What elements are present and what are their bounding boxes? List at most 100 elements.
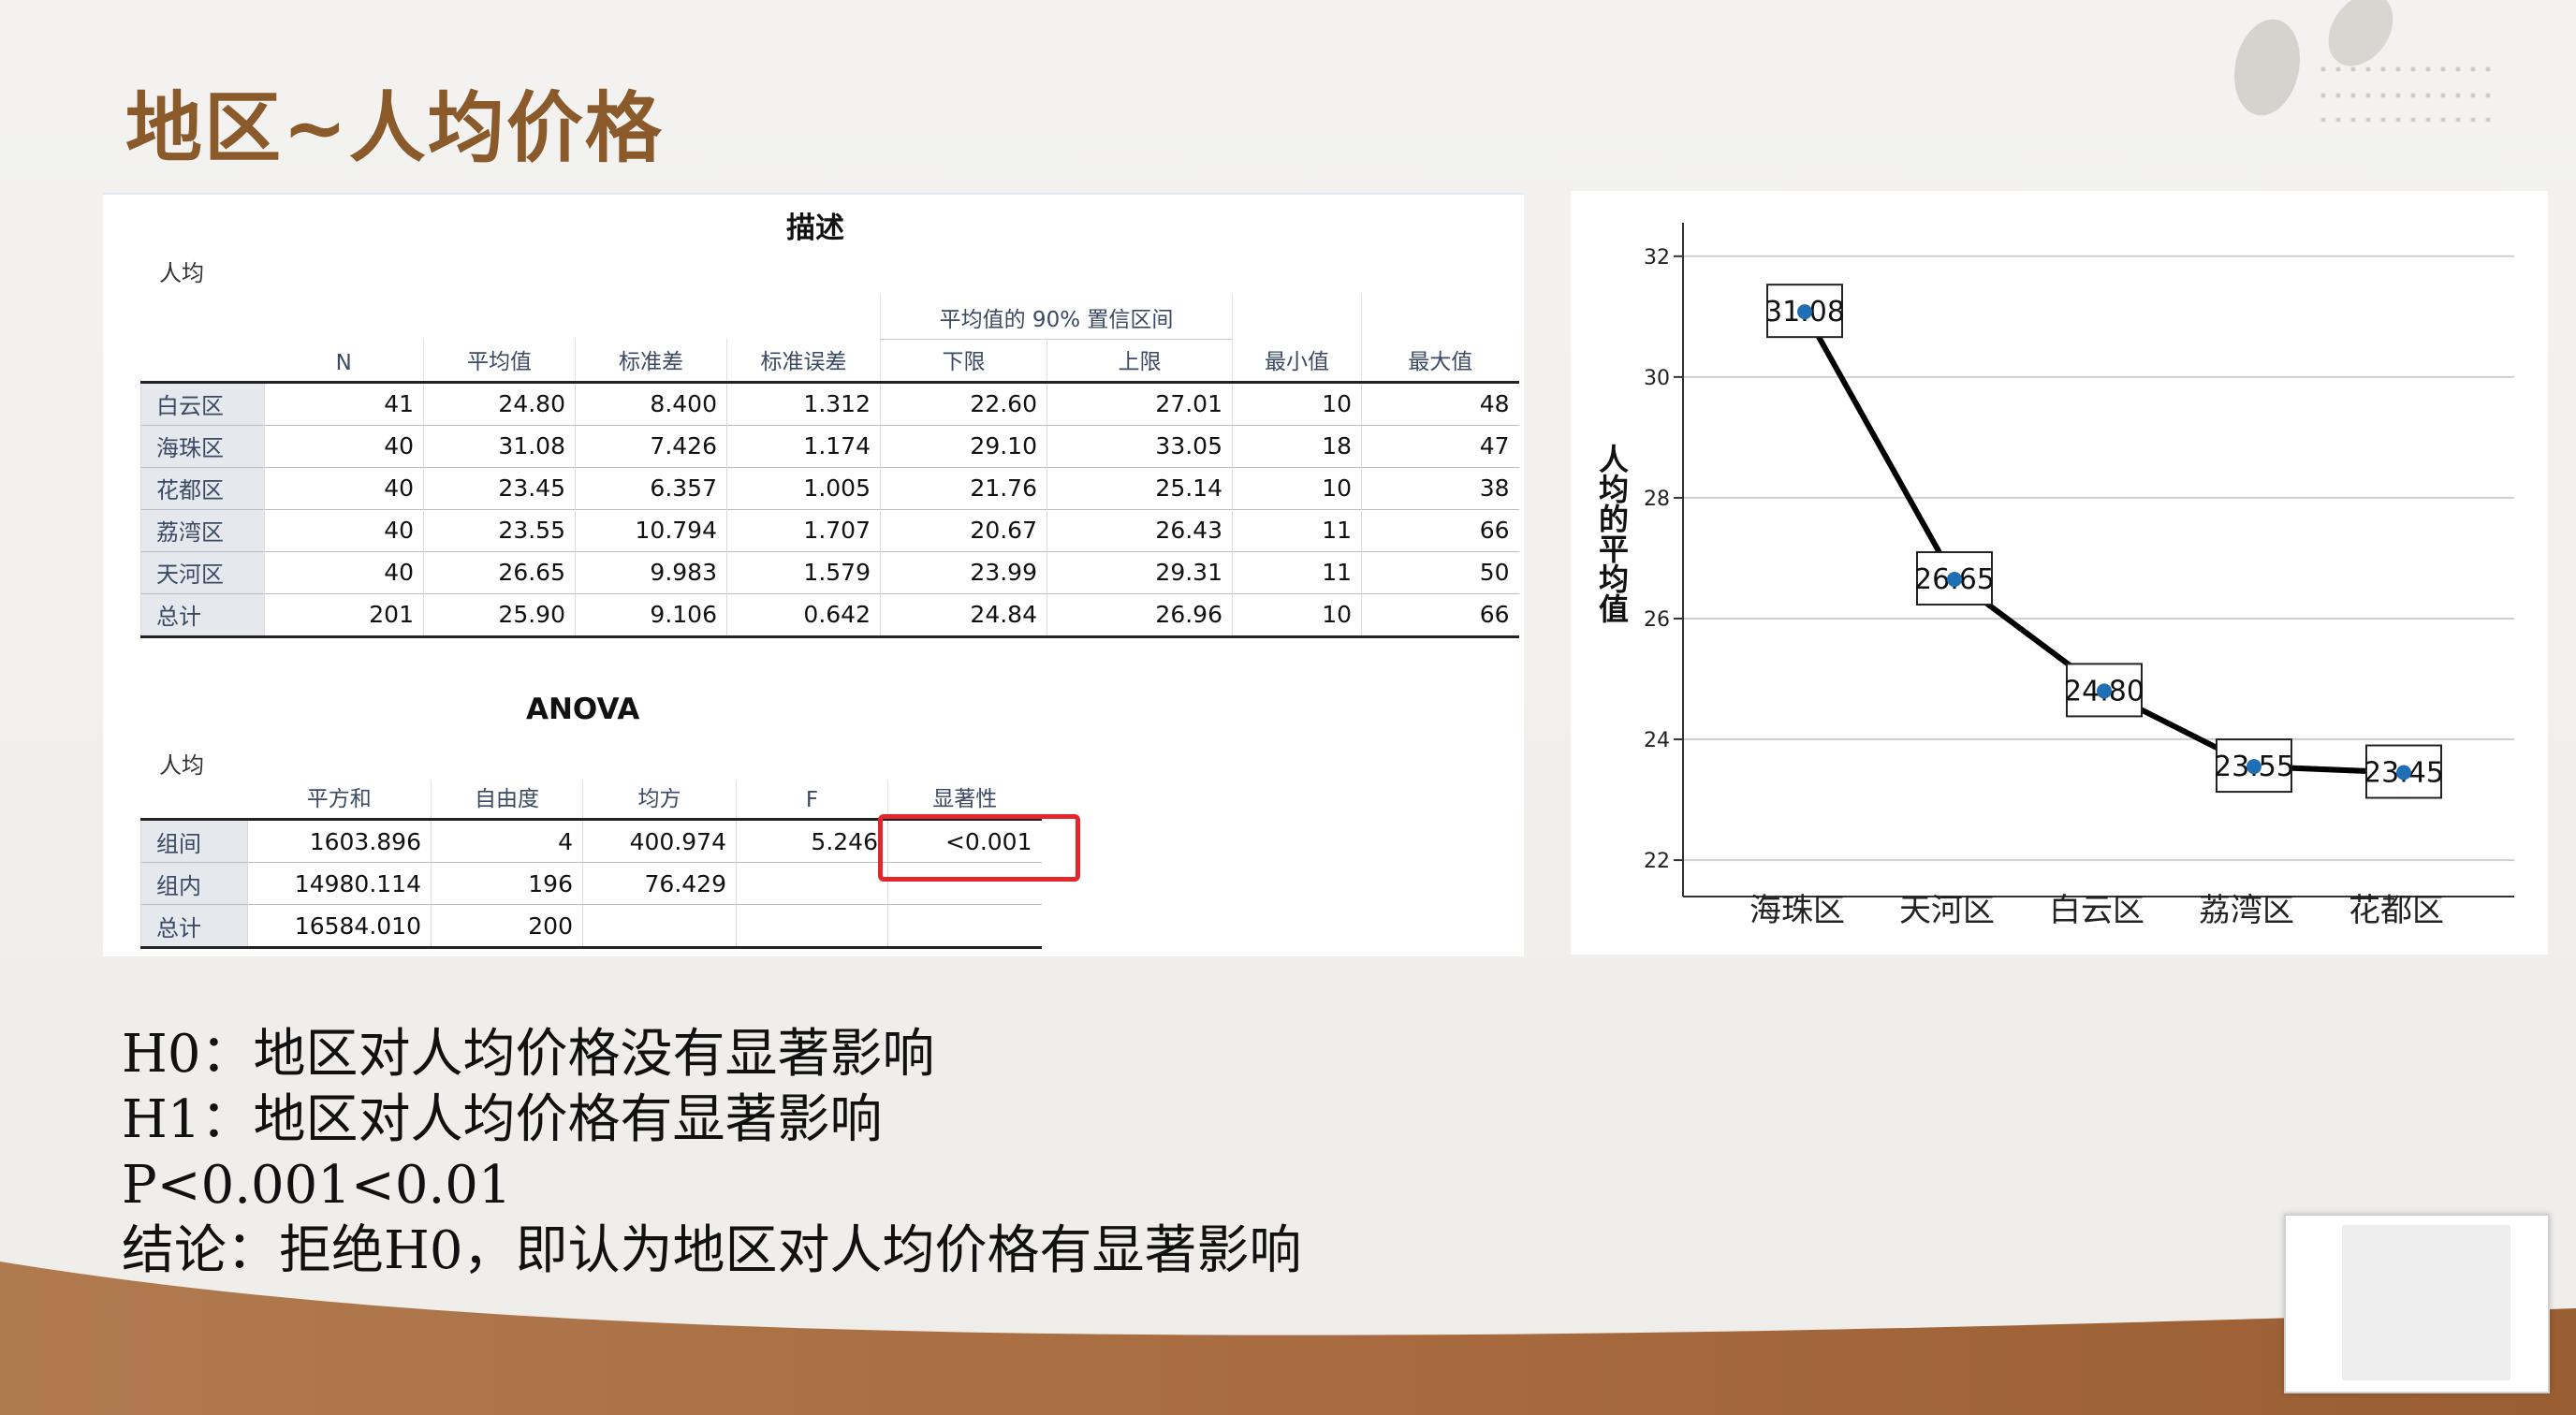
col-header: 平方和	[306, 787, 372, 811]
table-cell: 10	[1232, 592, 1362, 638]
significance-highlight-box	[878, 814, 1080, 882]
y-axis-label: 人均的平均值	[1594, 444, 1630, 623]
table-row: 海珠区 40 31.08 7.426 1.174 29.10 33.05 18 47	[140, 424, 1519, 467]
table-cell: 10	[1232, 380, 1362, 425]
thumbnail-preview	[2342, 1225, 2510, 1380]
table-cell	[887, 904, 1042, 949]
table-cell: 26.65	[423, 550, 576, 593]
table-cell: 26.96	[1046, 592, 1233, 638]
col-header: 标准误差	[726, 339, 881, 382]
data-point	[2247, 759, 2261, 775]
table-cell: 23.45	[423, 466, 576, 509]
table-cell	[887, 862, 1042, 905]
table-cell: 40	[264, 424, 424, 467]
table-row: 花都区 40 23.45 6.357 1.005 21.76 25.14 10 38	[140, 466, 1519, 509]
table-cell	[736, 904, 888, 949]
col-header: 自由度	[431, 780, 583, 820]
table-cell: 14980.114	[247, 862, 432, 905]
y-tick-label: 26	[1644, 608, 1670, 632]
table-cell: 66	[1361, 592, 1519, 638]
row-label: 海珠区	[140, 424, 265, 467]
anova-table: 平方和 自由度 均方 F 显著性 组间 1603.896 4 400.974 5.246…	[140, 780, 1042, 949]
table-cell: 23.55	[423, 508, 576, 551]
table-cell: 16584.010	[247, 904, 432, 949]
table-cell: 76.429	[582, 862, 737, 905]
descriptives-subtitle: 人均	[159, 260, 204, 286]
table-cell: 40	[264, 550, 424, 593]
y-tick-label: 28	[1644, 488, 1670, 511]
table-cell: 40	[264, 508, 424, 551]
table-cell: 18	[1232, 424, 1362, 467]
bottom-wave-decoration	[0, 1262, 2576, 1415]
x-tick-label: 天河区	[1899, 892, 1995, 929]
data-label-box	[1766, 284, 1843, 339]
table-row: 白云区 41 24.80 8.400 1.312 22.60 27.01 10 48	[140, 380, 1519, 425]
row-label: 总计	[140, 904, 248, 949]
data-point-group: 23.55	[2214, 738, 2294, 794]
col-header: 平均值	[423, 339, 576, 382]
x-tick-label: 花都区	[2349, 892, 2444, 929]
row-label: 总计	[140, 592, 265, 638]
table-cell	[736, 862, 888, 905]
conclusion-statement: 结论：拒绝H0，即认为地区对人均价格有显著影响	[122, 1220, 1302, 1281]
y-tick-label: 30	[1644, 367, 1670, 390]
table-cell: 41	[264, 380, 424, 425]
row-label: 花都区	[140, 466, 265, 509]
table-cell: 24.80	[423, 380, 576, 425]
table-cell: 4	[431, 818, 583, 863]
table-cell: 0.642	[726, 592, 881, 638]
anova-subtitle: 人均	[159, 752, 204, 779]
table-cell: 25.14	[1046, 466, 1233, 509]
y-tick-label: 24	[1644, 729, 1670, 752]
data-point	[1947, 572, 1962, 588]
table-cell: 201	[264, 592, 424, 638]
table-cell: 33.05	[1046, 424, 1233, 467]
coffee-bean-decoration	[2234, 0, 2491, 123]
data-point-group: 31.08	[1764, 284, 1845, 339]
descriptives-title: 描述	[786, 212, 844, 245]
data-point	[1797, 304, 1812, 320]
table-cell: 48	[1361, 380, 1519, 425]
table-cell: <0.001	[887, 818, 1042, 863]
table-row: 天河区 40 26.65 9.983 1.579 23.99 29.31 11 50	[140, 550, 1519, 593]
row-label: 荔湾区	[140, 508, 265, 551]
x-tick-label: 白云区	[2049, 892, 2144, 929]
table-row: 总计 16584.010 200	[140, 904, 1042, 949]
col-header: 上限	[1046, 339, 1233, 382]
table-cell: 196	[431, 862, 583, 905]
col-header: 显著性	[887, 780, 1042, 820]
table-cell: 200	[431, 904, 583, 949]
data-point	[2097, 683, 2112, 699]
col-header: 下限	[880, 339, 1047, 382]
x-tick-label: 海珠区	[1749, 892, 1845, 929]
table-cell: 5.246	[736, 818, 888, 863]
table-row: 总计 201 25.90 9.106 0.642 24.84 26.96 10 66	[140, 592, 1519, 638]
table-cell: 21.76	[880, 466, 1047, 509]
col-header: 标准差	[575, 339, 727, 382]
table-cell: 9.983	[575, 550, 727, 593]
data-point-group: 26.65	[1914, 551, 1995, 606]
table-cell: 40	[264, 466, 424, 509]
hypothesis-h1: H1：地区对人均价格有显著影响	[122, 1089, 883, 1150]
p-value-statement: P<0.001<0.01	[122, 1155, 512, 1216]
data-point-group: 23.45	[2364, 744, 2444, 799]
hypothesis-h0: H0：地区对人均价格没有显著影响	[122, 1024, 935, 1085]
table-cell: 66	[1361, 508, 1519, 551]
spss-tables-panel: 描述 人均 平均值的 90% 置信区间 N 平均值 标准差 标准误差 下限	[103, 193, 1524, 956]
conclusion-text: H0：地区对人均价格没有显著影响 H1：地区对人均价格有显著影响 P<0.001…	[122, 1022, 1301, 1284]
table-cell: 1.174	[726, 424, 881, 467]
table-cell: 1.707	[726, 508, 881, 551]
table-cell: 9.106	[575, 592, 727, 638]
table-row: 荔湾区 40 23.55 10.794 1.707 20.67 26.43 11 66	[140, 508, 1519, 551]
table-cell: 22.60	[880, 380, 1047, 425]
table-cell: 31.08	[423, 424, 576, 467]
table-cell: 1.312	[726, 380, 881, 425]
table-cell: 1603.896	[247, 818, 432, 863]
table-cell: 50	[1361, 550, 1519, 593]
slide-thumbnail[interactable]	[2284, 1214, 2550, 1393]
table-cell: 6.357	[575, 466, 727, 509]
table-cell: 10	[1232, 466, 1362, 509]
